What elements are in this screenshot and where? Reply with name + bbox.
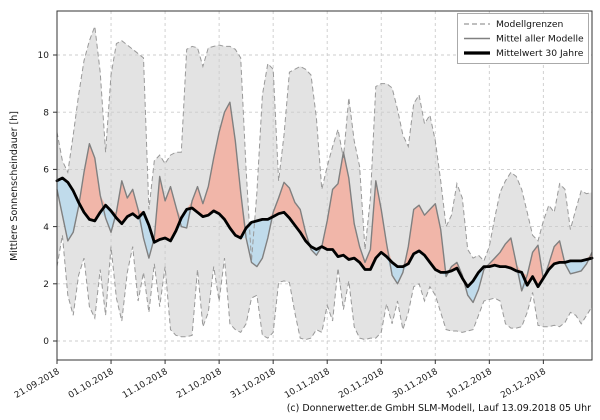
above-normal-fill bbox=[57, 102, 592, 287]
x-tick-label: 31.10.2018 bbox=[229, 367, 278, 401]
legend-item-modellgrenzen: Modellgrenzen bbox=[496, 19, 563, 30]
plot-border bbox=[56, 10, 593, 361]
model-range-band bbox=[57, 26, 592, 340]
y-tick-label: 2 bbox=[43, 280, 49, 290]
x-tick-label: 01.10.2018 bbox=[67, 367, 116, 401]
legend-item-mittel-aller-modelle: Mittel aller Modelle bbox=[496, 34, 584, 45]
legend: Modellgrenzen Mittel aller Modelle Mitte… bbox=[457, 13, 589, 64]
model-range-boundary bbox=[56, 26, 593, 341]
x-tick-label: 30.11.2018 bbox=[391, 367, 440, 401]
plot-area: 0 2 4 6 8 10 21.09.2018 01.10.2018 11.10.2018 21.… bbox=[13, 10, 594, 401]
x-tick-label: 21.10.2018 bbox=[175, 367, 224, 401]
y-tick-label: 10 bbox=[38, 51, 50, 61]
x-tick-label: 10.12.2018 bbox=[445, 367, 494, 401]
x-tick-label: 11.10.2018 bbox=[121, 367, 170, 401]
y-tick-label: 0 bbox=[43, 337, 49, 347]
x-axis-ticks: 21.09.2018 01.10.2018 11.10.2018 21.10.2018… bbox=[13, 360, 548, 401]
x-tick-label: 20.11.2018 bbox=[337, 367, 386, 401]
y-tick-label: 4 bbox=[43, 223, 49, 233]
y-axis-ticks: 0 2 4 6 8 10 bbox=[38, 51, 57, 347]
y-tick-label: 6 bbox=[43, 166, 49, 176]
climate-mean-line bbox=[55, 176, 594, 289]
y-tick-label: 8 bbox=[43, 108, 49, 118]
model-mean-line bbox=[56, 101, 593, 304]
legend-item-mittelwert-30-jahre: Mittelwert 30 Jahre bbox=[496, 48, 584, 59]
y-axis-label: Mittlere Sonnenscheindauer [h] bbox=[9, 111, 20, 261]
copyright-caption: (c) Donnerwetter.de GmbH SLM-Modell, Lau… bbox=[287, 403, 591, 414]
x-tick-label: 20.12.2018 bbox=[499, 367, 548, 401]
x-tick-label: 10.11.2018 bbox=[283, 367, 332, 401]
x-tick-label: 21.09.2018 bbox=[13, 367, 62, 401]
